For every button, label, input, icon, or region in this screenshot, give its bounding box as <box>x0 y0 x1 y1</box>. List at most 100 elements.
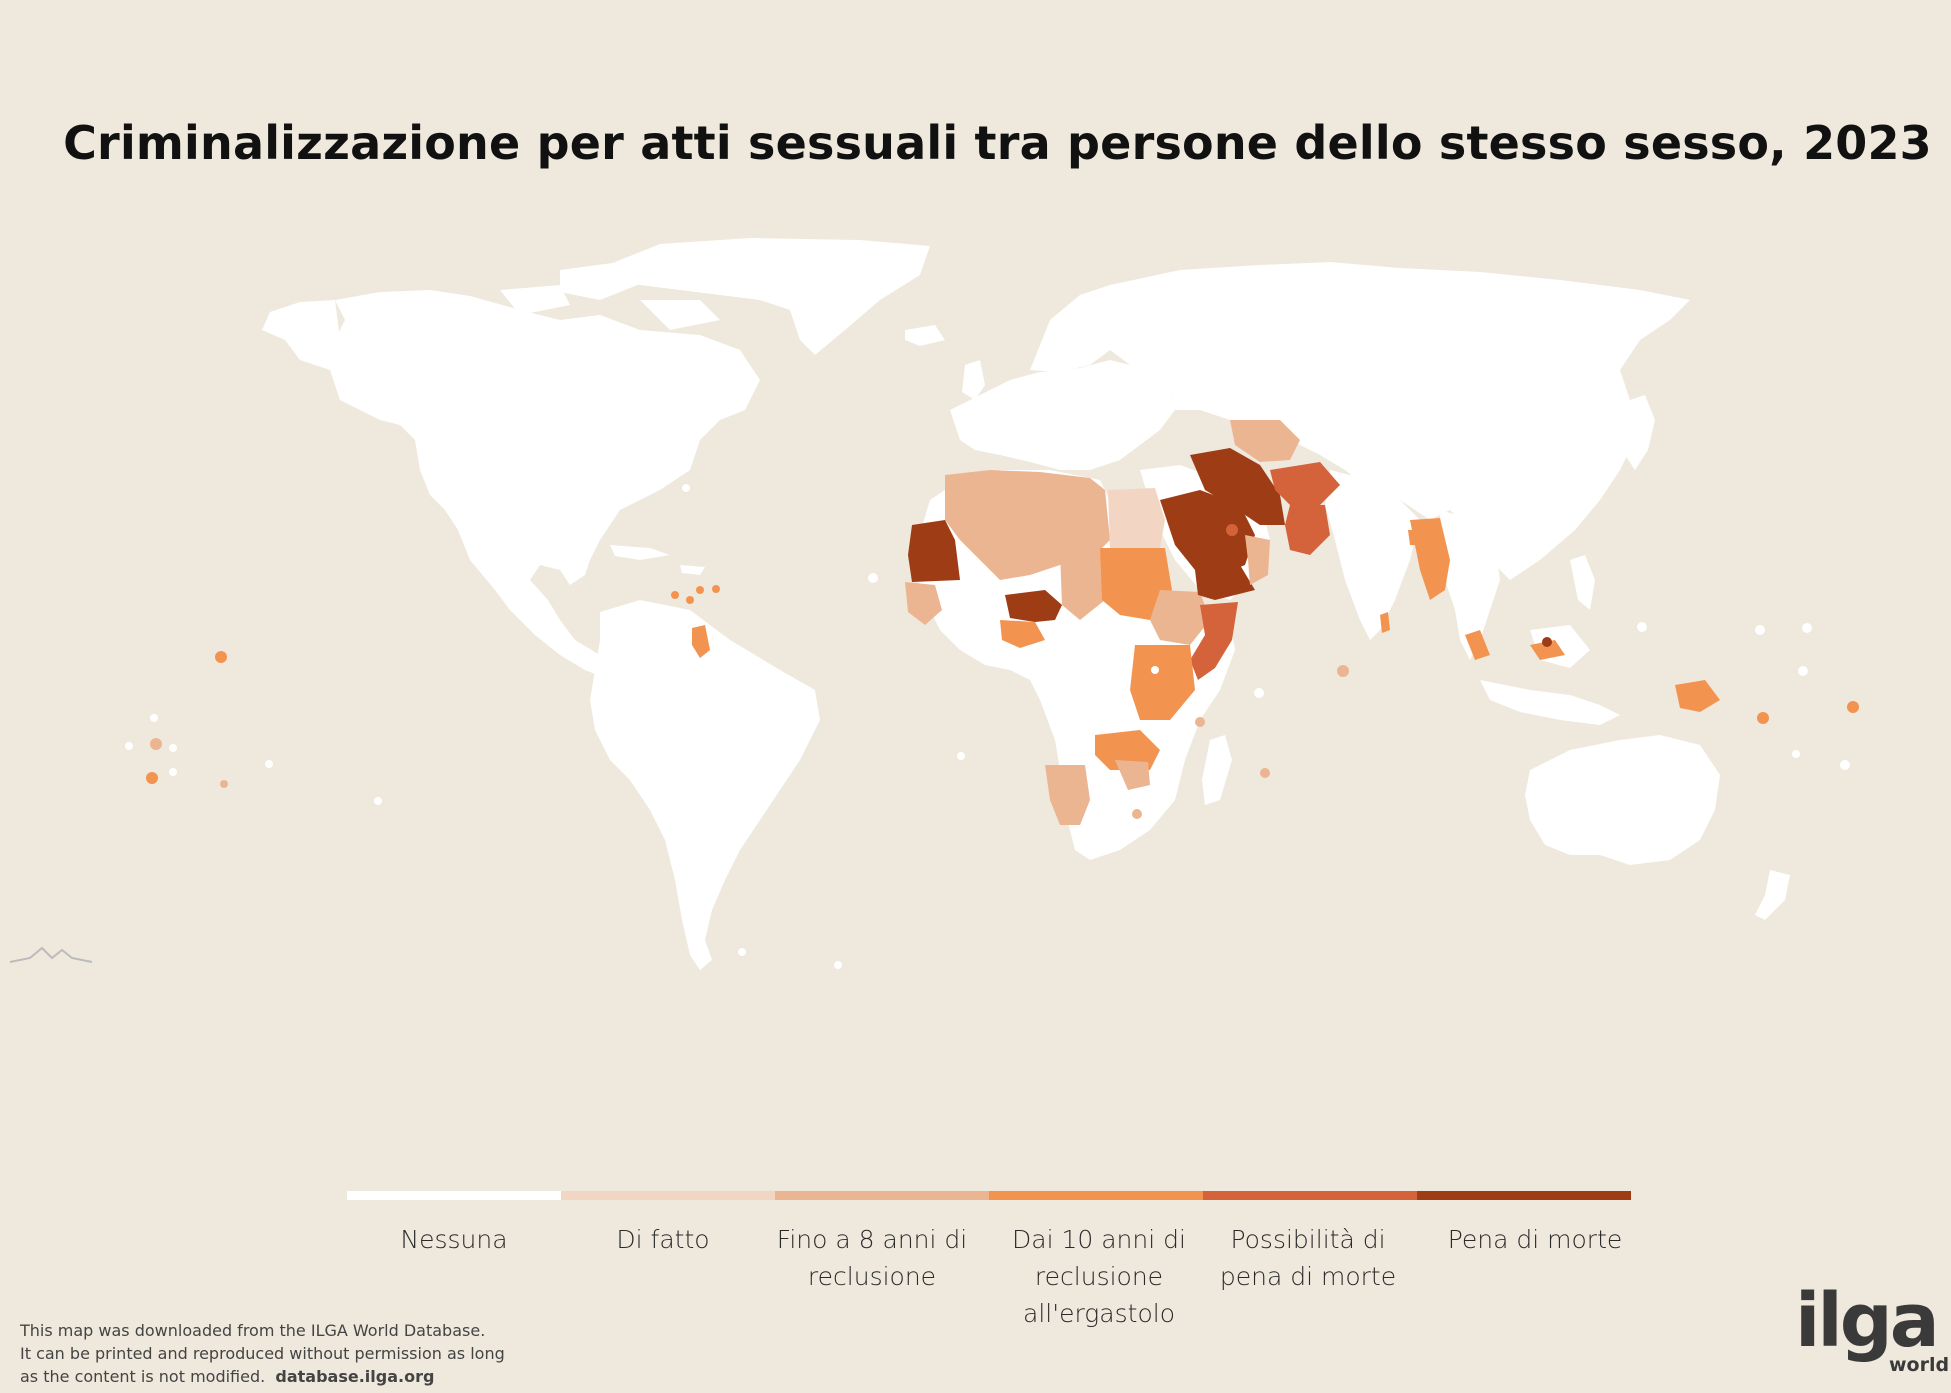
island-marker <box>169 768 177 776</box>
island-marker <box>374 797 382 805</box>
island-marker <box>265 760 273 768</box>
island-marker <box>150 738 162 750</box>
region-iran <box>1190 448 1285 525</box>
south-america <box>590 600 820 970</box>
region-chad <box>1060 548 1105 620</box>
europe <box>950 360 1175 470</box>
island-marker <box>1542 637 1552 647</box>
greenland <box>600 238 930 355</box>
region-zambia <box>1095 730 1160 770</box>
region-egypt <box>1108 488 1165 548</box>
island-marker <box>834 961 842 969</box>
legend-bar-fino-8 <box>775 1191 989 1200</box>
island-marker <box>146 772 158 784</box>
island-marker <box>125 742 133 750</box>
region-afghanistan <box>1270 462 1340 505</box>
island-marker <box>1755 625 1765 635</box>
legend-label-nessuna: Nessuna <box>400 1225 508 1254</box>
island-marker <box>1260 768 1270 778</box>
credit-line-2: It can be printed and reproduced without… <box>20 1344 505 1363</box>
island-marker <box>1151 666 1159 674</box>
credit-line-3-text: as the content is not modified. <box>20 1367 266 1386</box>
island-marker <box>957 752 965 760</box>
map-title: Criminalizzazione per atti sessuali tra … <box>63 116 1932 170</box>
legend-bar-dai-10 <box>989 1191 1203 1200</box>
region-sudan <box>1100 548 1172 620</box>
island-marker <box>1254 688 1264 698</box>
credit-line-1: This map was downloaded from the ILGA Wo… <box>20 1321 486 1340</box>
region-malaysia <box>1465 630 1565 660</box>
island-marker <box>1637 622 1647 632</box>
legend-label-pena-morte: Pena di morte <box>1447 1225 1623 1254</box>
island-marker <box>868 573 878 583</box>
island-marker <box>215 651 227 663</box>
island-marker <box>738 948 746 956</box>
island-marker <box>1337 665 1349 677</box>
alaska <box>262 300 340 370</box>
island-marker <box>150 714 158 722</box>
ilga-logo: ilga world <box>1795 1276 1949 1386</box>
credit-url[interactable]: database.ilga.org <box>275 1367 435 1386</box>
legend-label-dai-10: Dai 10 anni di reclusione all'ergastolo <box>1012 1225 1186 1328</box>
legend-label-di-fatto: Di fatto <box>616 1225 710 1254</box>
region-sri-lanka <box>1380 612 1390 633</box>
credit-text: This map was downloaded from the ILGA Wo… <box>20 1319 540 1388</box>
india <box>1325 470 1420 640</box>
legend-bar-nessuna <box>347 1191 561 1200</box>
island-marker <box>1847 701 1859 713</box>
region-guyana <box>692 625 710 658</box>
region-zimbabwe <box>1115 760 1150 790</box>
island-marker <box>1840 760 1850 770</box>
logo-sub-text: world <box>1889 1354 1950 1376</box>
credit-line-3: as the content is not modified. database… <box>20 1365 540 1388</box>
legend-bar-pena-morte <box>1417 1191 1631 1200</box>
new-zealand <box>1755 870 1790 920</box>
region-turkmenistan <box>1230 420 1300 462</box>
island-marker <box>220 780 228 788</box>
uk <box>962 360 985 400</box>
madagascar <box>1202 735 1232 805</box>
region-nigeria <box>1005 590 1062 622</box>
legend-label-fino-8: Fino a 8 anni di reclusione <box>776 1225 968 1291</box>
asia <box>1110 262 1690 580</box>
japan <box>1625 395 1655 470</box>
island-marker <box>671 591 679 599</box>
island-marker <box>712 585 720 593</box>
region-senegal <box>905 582 942 625</box>
region-ethiopia <box>1150 590 1210 645</box>
island-marker <box>696 586 704 594</box>
arctic-islands <box>500 262 720 330</box>
legend-label-possibilita: Possibilità di pena di morte <box>1219 1225 1397 1291</box>
australia <box>1525 735 1720 865</box>
region-yemen <box>1195 565 1255 600</box>
legend-bar-di-fatto <box>561 1191 775 1200</box>
island-marker <box>1802 623 1812 633</box>
island-marker <box>1088 698 1096 706</box>
island-marker <box>682 484 690 492</box>
island-marker <box>1195 717 1205 727</box>
philippines <box>1570 555 1595 610</box>
island-marker <box>1798 666 1808 676</box>
region-myanmar <box>1410 518 1450 600</box>
region-oman <box>1245 535 1270 585</box>
region-saudi-arabia <box>1160 490 1255 575</box>
region-bangladesh <box>1408 530 1420 545</box>
indonesia <box>1480 625 1620 725</box>
region-papua-new-guinea <box>1675 680 1720 712</box>
region-namibia <box>1045 765 1090 825</box>
caribbean-islands <box>610 545 705 575</box>
island-marker <box>1226 524 1238 536</box>
decorative-mark <box>9 946 93 963</box>
region-somalia <box>1190 602 1238 680</box>
legend-bar-possibilita <box>1203 1191 1417 1200</box>
region-mauritania <box>908 520 960 582</box>
island-marker <box>1792 750 1800 758</box>
iceland <box>905 325 945 346</box>
island-marker <box>1757 712 1769 724</box>
island-marker <box>169 744 177 752</box>
island-marker <box>1132 809 1142 819</box>
island-marker <box>686 596 694 604</box>
north-america <box>330 290 760 690</box>
logo-main-text: ilga <box>1795 1278 1940 1364</box>
